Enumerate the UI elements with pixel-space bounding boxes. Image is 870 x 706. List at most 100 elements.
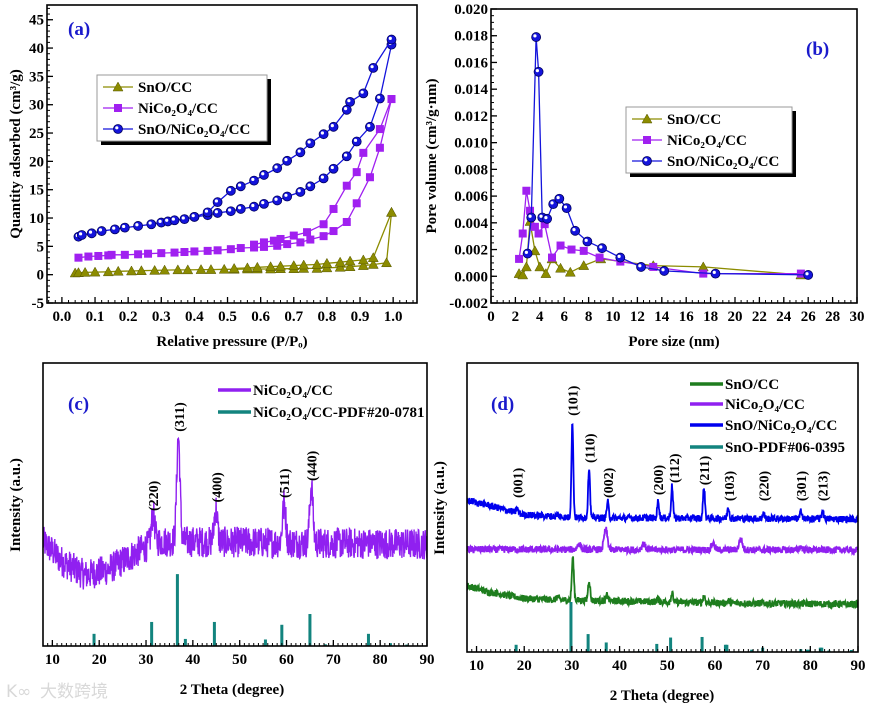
circle-marker	[235, 204, 246, 214]
x-tick-label: 20	[728, 309, 743, 325]
square-marker	[643, 136, 651, 144]
circle-marker-highlight	[135, 223, 139, 227]
circle-marker	[179, 214, 190, 225]
circle-marker-highlight	[320, 131, 324, 135]
x-tick-label: 0.0	[53, 309, 72, 325]
square-marker	[319, 220, 328, 229]
y-tick-label: 5	[37, 239, 45, 255]
panel-a: 0.0 0.1 0.2 0.3 0.4 0.5 0.6 0.7 0.8 0.9 1.0 -5 0 5 10 1…	[8, 4, 418, 350]
x-tick-label: 0.3	[152, 309, 171, 325]
hkl-label: (211)	[698, 455, 713, 485]
square-marker	[387, 95, 396, 104]
triangle-marker	[126, 265, 137, 276]
circle-marker-highlight	[191, 214, 195, 218]
circle-marker-highlight	[599, 245, 603, 249]
circle-marker-highlight	[539, 214, 543, 218]
plot-frame	[42, 362, 428, 647]
x-tick-label: 16	[679, 309, 695, 325]
x-tick-label: 18	[703, 309, 718, 325]
triangle-marker	[265, 261, 277, 271]
circle-marker-highlight	[638, 264, 642, 268]
y-tick-label: 10	[29, 211, 44, 227]
reference-stick	[388, 643, 392, 646]
circle-marker-highlight	[353, 138, 358, 142]
watermark: K∞ 大数跨境	[6, 682, 108, 702]
panel-label: (c)	[68, 394, 89, 415]
circle-marker-highlight	[214, 210, 218, 214]
circle-marker	[249, 175, 259, 186]
square-marker	[144, 249, 153, 258]
circle-marker-highlight	[122, 224, 126, 229]
square-marker	[342, 217, 351, 226]
square-marker	[365, 173, 374, 182]
square-marker	[530, 222, 539, 231]
square-marker	[276, 234, 285, 243]
circle-marker-highlight	[181, 216, 185, 220]
circle-marker	[341, 104, 352, 115]
circle-marker-highlight	[533, 34, 537, 38]
circle-marker-highlight	[360, 90, 364, 94]
legend: SnO/CC NiCo₂O₄/CC SnO/NiCo₂O₄/CC	[625, 106, 796, 177]
series-nico-o-cc	[74, 95, 396, 262]
x-tick-label: 10	[469, 658, 484, 674]
x-tick-label: 20	[92, 652, 107, 668]
x-tick-label: 90	[851, 658, 866, 674]
x-axis-label: Relative pressure (P/Pₒ)	[156, 334, 307, 350]
series-sno-pdf-06-0395	[514, 602, 853, 652]
circle-marker-highlight	[528, 214, 532, 218]
square-marker	[236, 244, 245, 253]
legend-label: NiCo₂O₄/CC	[667, 133, 747, 149]
square-marker	[296, 238, 305, 247]
x-tick-label: 40	[185, 652, 200, 668]
square-marker	[180, 248, 189, 257]
x-tick-label: 4	[536, 309, 544, 325]
circle-marker	[282, 191, 293, 202]
circle-marker	[636, 262, 646, 272]
legend-label: SnO/NiCo₂O₄/CC	[138, 122, 250, 138]
circle-marker-highlight	[237, 183, 242, 187]
circle-marker	[659, 266, 670, 276]
legend-label: SnO/NiCo₂O₄/CC	[667, 154, 779, 170]
circle-marker	[305, 138, 316, 149]
circle-marker-highlight	[377, 95, 381, 99]
circle-marker-highlight	[237, 206, 242, 210]
circle-marker-highlight	[330, 165, 334, 170]
square-marker	[522, 186, 531, 195]
circle-marker	[328, 121, 339, 132]
triangle-marker	[641, 113, 653, 124]
triangle-marker	[334, 261, 346, 272]
y-tick-label: 35	[29, 69, 44, 85]
y-tick-label: 0.000	[454, 269, 488, 285]
hkl-label: (400)	[210, 472, 225, 503]
x-tick-label: 20	[517, 658, 532, 674]
triangle-marker	[172, 264, 184, 275]
plot-frame	[490, 8, 858, 304]
circle-marker-highlight	[370, 65, 374, 69]
square-marker	[107, 250, 116, 259]
square-marker	[567, 245, 576, 254]
legend-label: SnO/NiCo₂O₄/CC	[725, 418, 837, 434]
circle-marker	[368, 62, 379, 73]
circle-marker	[113, 124, 123, 134]
circle-marker	[582, 236, 593, 247]
watermark-text: 大数跨境	[40, 682, 108, 702]
circle-marker-highlight	[115, 126, 119, 130]
circle-marker-highlight	[320, 175, 324, 179]
triangle-marker	[112, 265, 124, 276]
x-tick-label: 50	[232, 652, 247, 668]
triangle-marker	[251, 261, 263, 272]
circle-marker-highlight	[563, 205, 568, 209]
square-marker	[352, 199, 361, 208]
x-tick-label: 28	[825, 309, 840, 325]
circle-marker	[375, 93, 385, 104]
hkl-label: (311)	[173, 402, 188, 432]
triangle-marker	[112, 81, 124, 92]
circle-marker-highlight	[617, 254, 621, 258]
reference-stick	[366, 633, 370, 646]
hkl-label: (440)	[305, 450, 320, 481]
square-marker	[375, 143, 384, 152]
legend: SnO/CC NiCo₂O₄/CC SnO/NiCo₂O₄/CC SnO-PDF#06…	[690, 377, 845, 456]
circle-marker-highlight	[261, 201, 265, 205]
reference-stick	[849, 649, 853, 652]
